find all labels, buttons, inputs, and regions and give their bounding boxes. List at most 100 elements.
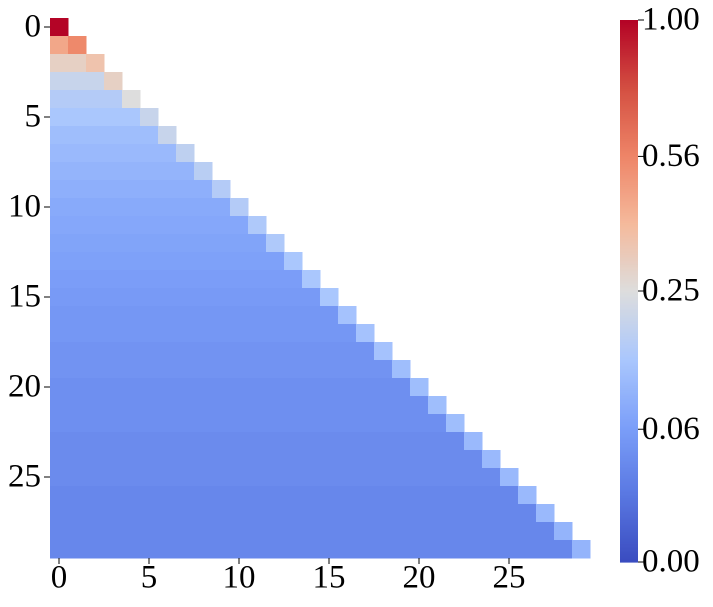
colorbar-segment <box>620 370 638 373</box>
heatmap-cell <box>464 468 483 487</box>
heatmap-cell <box>86 468 105 487</box>
heatmap-cell <box>68 504 87 523</box>
heatmap-cell <box>176 468 195 487</box>
colorbar-segment <box>620 150 638 153</box>
heatmap-cell <box>104 360 123 379</box>
heatmap-cell <box>122 342 141 361</box>
heatmap-cell <box>176 504 195 523</box>
heatmap-cell <box>158 306 177 325</box>
heatmap-cell <box>392 522 411 541</box>
heatmap-cell <box>86 162 105 181</box>
heatmap-cell <box>302 486 321 505</box>
colorbar-segment <box>620 78 638 81</box>
heatmap-cell <box>158 486 177 505</box>
heatmap-cell <box>140 162 159 181</box>
colorbar-segment <box>620 196 638 199</box>
colorbar-segment <box>620 536 638 539</box>
heatmap-cell <box>122 198 141 217</box>
colorbar-segment <box>620 328 638 331</box>
heatmap-cell <box>374 378 393 397</box>
heatmap-cell <box>230 252 249 271</box>
heatmap-cell <box>320 486 339 505</box>
heatmap-cell <box>104 126 123 145</box>
heatmap-cell <box>284 540 303 559</box>
colorbar-segment <box>620 244 638 247</box>
heatmap-cell <box>428 540 447 559</box>
colorbar-segment <box>620 214 638 217</box>
heatmap-cell <box>230 450 249 469</box>
heatmap-cell <box>392 504 411 523</box>
heatmap-cell <box>86 54 105 73</box>
heatmap-cell <box>86 450 105 469</box>
colorbar-segment <box>620 246 638 249</box>
heatmap-cell <box>230 396 249 415</box>
heatmap-cell <box>446 450 465 469</box>
y-tick-label: 25 <box>8 459 41 495</box>
heatmap-cell <box>104 72 123 91</box>
heatmap-cell <box>536 540 555 559</box>
colorbar-segment <box>620 330 638 333</box>
heatmap-cell <box>320 378 339 397</box>
colorbar-segment <box>620 208 638 211</box>
colorbar-segment <box>620 50 638 53</box>
colorbar-segment <box>620 430 638 433</box>
colorbar-segment <box>620 524 638 527</box>
heatmap-cell <box>320 342 339 361</box>
heatmap-cell <box>356 450 375 469</box>
heatmap-cell <box>104 540 123 559</box>
heatmap-cell <box>68 54 87 73</box>
colorbar-segment <box>620 94 638 97</box>
colorbar-segment <box>620 152 638 155</box>
heatmap-cell <box>68 108 87 127</box>
colorbar-segment <box>620 514 638 517</box>
heatmap-cell <box>104 144 123 163</box>
heatmap-cell <box>176 378 195 397</box>
heatmap-cell <box>122 234 141 253</box>
colorbar-segment <box>620 530 638 533</box>
heatmap-cell <box>140 540 159 559</box>
colorbar-segment <box>620 162 638 165</box>
heatmap-cell <box>122 504 141 523</box>
colorbar-segment <box>620 450 638 453</box>
heatmap-cell <box>86 252 105 271</box>
heatmap-cell <box>500 540 519 559</box>
heatmap-cell <box>50 396 69 415</box>
colorbar-segment <box>620 120 638 123</box>
heatmap-cell <box>212 522 231 541</box>
heatmap-cell <box>176 522 195 541</box>
heatmap-cell <box>104 396 123 415</box>
x-tick-label: 25 <box>493 560 526 596</box>
heatmap-cell <box>158 216 177 235</box>
heatmap-cell <box>68 126 87 145</box>
heatmap-cell <box>122 144 141 163</box>
colorbar-segment <box>620 122 638 125</box>
heatmap-cell <box>140 252 159 271</box>
heatmap-cell <box>68 450 87 469</box>
colorbar-segment <box>620 290 638 293</box>
colorbar-segment <box>620 474 638 477</box>
colorbar-segment <box>620 346 638 349</box>
colorbar-segment <box>620 154 638 157</box>
colorbar-segment <box>620 44 638 47</box>
heatmap-cell <box>338 324 357 343</box>
colorbar-segment <box>620 68 638 71</box>
heatmap-cell <box>284 360 303 379</box>
colorbar-segment <box>620 462 638 465</box>
heatmap-cell <box>140 324 159 343</box>
heatmap-cell <box>104 504 123 523</box>
heatmap-cell <box>302 378 321 397</box>
heatmap-cell <box>50 432 69 451</box>
heatmap-cell <box>86 378 105 397</box>
heatmap-cell <box>122 180 141 199</box>
colorbar-segment <box>620 360 638 363</box>
heatmap-cell <box>212 378 231 397</box>
colorbar-segment <box>620 332 638 335</box>
heatmap-cell <box>284 450 303 469</box>
heatmap-cell <box>86 108 105 127</box>
heatmap-cell <box>230 504 249 523</box>
heatmap-cell <box>140 504 159 523</box>
colorbar-segment <box>620 478 638 481</box>
heatmap-cell <box>266 468 285 487</box>
heatmap-cell <box>194 324 213 343</box>
